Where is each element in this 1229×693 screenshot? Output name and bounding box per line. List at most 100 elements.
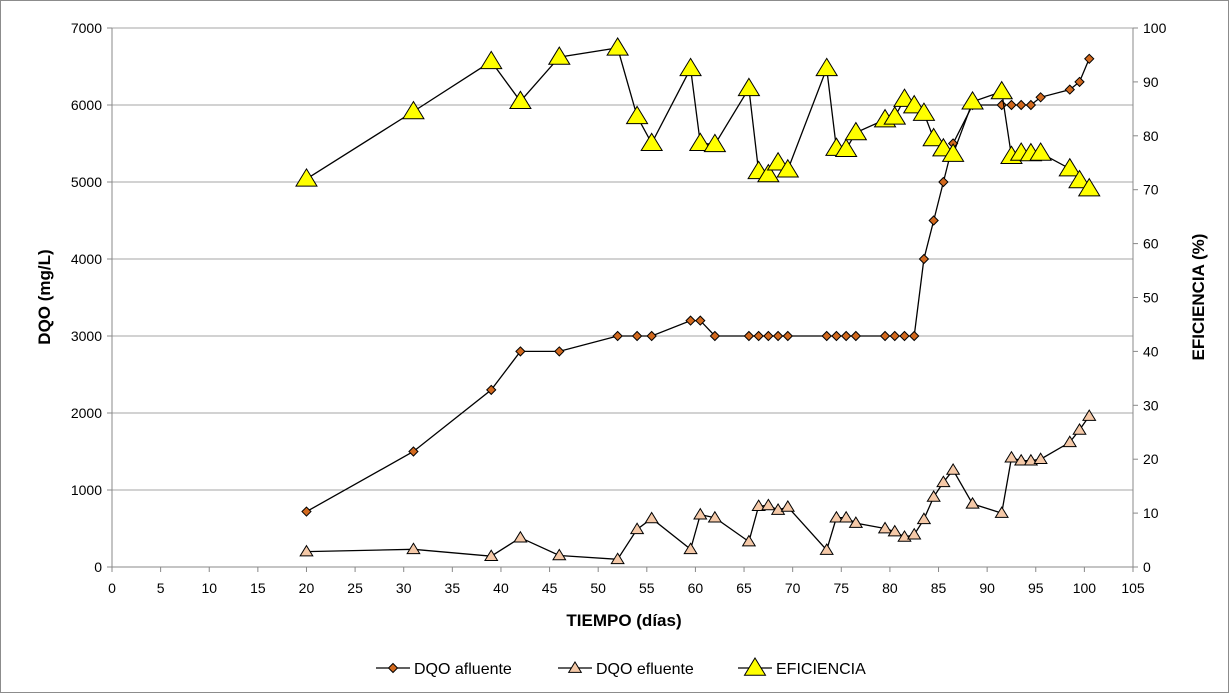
data-point-afluente xyxy=(685,315,696,326)
x-tick-label: 85 xyxy=(931,580,947,596)
data-point-efluente xyxy=(644,511,659,524)
data-point-eficiencia xyxy=(402,100,425,120)
y-tick-label: 3000 xyxy=(71,328,102,344)
axes xyxy=(107,27,1138,572)
legend-label-efluente: DQO efluente xyxy=(596,661,694,678)
data-point-efluente xyxy=(552,548,567,561)
data-point-efluente xyxy=(780,499,795,512)
data-point-efluente xyxy=(406,542,421,555)
x-tick-label: 10 xyxy=(201,580,217,596)
data-point-afluente xyxy=(840,330,852,342)
data-point-eficiencia xyxy=(922,127,946,147)
data-point-efluente xyxy=(1033,452,1048,465)
data-point-afluente xyxy=(695,315,706,326)
data-point-efluente xyxy=(751,499,766,511)
legend-marker-efluente xyxy=(567,661,583,673)
data-point-eficiencia xyxy=(737,77,761,97)
data-point-efluente xyxy=(994,506,1009,518)
data-point-eficiencia xyxy=(883,105,907,125)
data-point-efluente xyxy=(513,530,528,543)
data-point-afluente xyxy=(709,330,721,342)
data-point-efluente xyxy=(936,475,951,488)
x-tick-label: 55 xyxy=(639,580,655,596)
data-point-eficiencia xyxy=(295,167,318,187)
y-axis-title: DQO (mg/L) xyxy=(35,249,54,344)
x-tick-label: 90 xyxy=(979,580,995,596)
data-point-afluente xyxy=(515,346,526,357)
data-point-afluente xyxy=(486,384,497,396)
data-point-afluente xyxy=(763,330,774,342)
data-point-afluente xyxy=(899,330,910,342)
data-point-efluente xyxy=(829,510,844,523)
data-point-afluente xyxy=(1084,53,1095,65)
data-point-efluente xyxy=(1023,453,1039,466)
data-point-afluente xyxy=(1074,76,1085,88)
data-point-afluente xyxy=(831,330,842,342)
data-point-afluente xyxy=(918,253,930,265)
data-point-eficiencia xyxy=(547,46,571,65)
data-point-afluente xyxy=(928,215,939,226)
data-point-efluente xyxy=(299,544,314,557)
y2-tick-label: 50 xyxy=(1143,290,1159,306)
legend-marker-afluente xyxy=(387,662,399,674)
data-point-efluente xyxy=(707,510,723,523)
data-point-eficiencia xyxy=(844,121,868,141)
y2-tick-label: 60 xyxy=(1143,236,1159,252)
y2-tick-label: 10 xyxy=(1143,505,1159,521)
x-tick-label: 45 xyxy=(542,580,558,596)
y2-axis-title: EFICIENCIA (%) xyxy=(1189,234,1208,361)
data-point-eficiencia xyxy=(679,57,702,77)
data-point-afluente xyxy=(938,176,949,188)
data-point-efluente xyxy=(838,510,854,523)
y2-tick-label: 100 xyxy=(1143,20,1167,36)
data-point-eficiencia xyxy=(756,163,780,183)
data-point-efluente xyxy=(484,549,499,562)
data-point-efluente xyxy=(965,496,980,509)
x-tick-label: 80 xyxy=(882,580,898,596)
y-tick-label: 0 xyxy=(94,559,102,575)
data-point-afluente xyxy=(612,330,623,342)
data-point-efluente xyxy=(1062,435,1077,448)
data-point-afluente xyxy=(879,330,891,342)
x-tick-label: 50 xyxy=(590,580,606,596)
data-point-afluente xyxy=(753,330,764,342)
y-tick-label: 2000 xyxy=(71,405,102,421)
legend-marker-eficiencia xyxy=(743,657,767,676)
y-tick-label: 1000 xyxy=(71,482,102,498)
data-point-eficiencia xyxy=(625,105,649,125)
legend-item-afluente: DQO afluente xyxy=(376,661,512,678)
data-point-efluente xyxy=(683,542,698,555)
data-point-afluente xyxy=(631,330,643,342)
data-point-afluente xyxy=(646,330,657,342)
x-tick-label: 20 xyxy=(299,580,315,596)
x-tick-label: 65 xyxy=(736,580,752,596)
data-point-efluente xyxy=(629,522,645,535)
legend-item-efluente: DQO efluente xyxy=(558,661,694,678)
x-tick-label: 40 xyxy=(493,580,509,596)
y2-tick-label: 70 xyxy=(1143,182,1159,198)
data-point-afluente xyxy=(996,99,1007,111)
data-point-efluente xyxy=(819,543,834,555)
tick-labels: 0100020003000400050006000700001020304050… xyxy=(71,20,1167,596)
y2-tick-label: 0 xyxy=(1143,559,1151,575)
legend-label-afluente: DQO afluente xyxy=(414,661,512,678)
data-point-efluente xyxy=(1072,422,1087,435)
data-point-eficiencia xyxy=(776,158,800,178)
y-tick-label: 7000 xyxy=(71,20,102,36)
x-axis-title: TIEMPO (días) xyxy=(566,611,681,630)
data-point-eficiencia xyxy=(703,133,727,153)
y2-tick-label: 90 xyxy=(1143,74,1159,90)
x-tick-label: 30 xyxy=(396,580,412,596)
data-point-efluente xyxy=(1013,453,1029,466)
data-point-afluente xyxy=(408,446,419,457)
data-point-efluente xyxy=(610,552,625,565)
x-tick-label: 105 xyxy=(1121,580,1145,596)
x-tick-label: 60 xyxy=(688,580,704,596)
legend-item-eficiencia: EFICIENCIA xyxy=(738,657,866,678)
data-point-eficiencia xyxy=(479,50,503,70)
data-point-afluente xyxy=(554,346,565,357)
data-point-afluente xyxy=(1025,99,1037,111)
